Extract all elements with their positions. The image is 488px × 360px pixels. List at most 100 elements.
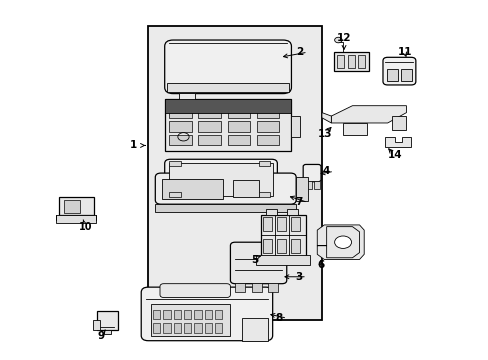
- Bar: [391, 116, 406, 130]
- Bar: [164, 99, 291, 150]
- Polygon shape: [385, 137, 410, 147]
- Bar: [256, 255, 309, 265]
- Bar: [276, 217, 285, 231]
- Bar: [97, 311, 118, 330]
- Polygon shape: [317, 225, 364, 260]
- Bar: [286, 210, 298, 215]
- Bar: [173, 323, 181, 333]
- Text: 2: 2: [295, 47, 303, 57]
- Bar: [163, 310, 170, 319]
- Bar: [169, 135, 191, 145]
- FancyBboxPatch shape: [303, 165, 320, 182]
- Bar: [227, 107, 250, 118]
- FancyBboxPatch shape: [164, 159, 277, 199]
- Bar: [194, 310, 202, 319]
- Bar: [305, 181, 311, 189]
- Bar: [215, 323, 222, 333]
- Bar: [198, 135, 221, 145]
- Bar: [337, 55, 344, 68]
- Bar: [227, 135, 250, 145]
- Text: 9: 9: [98, 331, 104, 341]
- Bar: [153, 323, 160, 333]
- Bar: [290, 239, 300, 253]
- Bar: [163, 323, 170, 333]
- Bar: [258, 193, 270, 197]
- Text: 13: 13: [317, 129, 332, 139]
- Bar: [56, 215, 96, 223]
- Bar: [357, 55, 365, 68]
- Bar: [173, 310, 181, 319]
- Bar: [93, 320, 100, 330]
- Bar: [256, 121, 279, 132]
- FancyBboxPatch shape: [160, 284, 230, 297]
- Text: 10: 10: [79, 222, 92, 231]
- Bar: [296, 176, 307, 201]
- Bar: [267, 283, 278, 292]
- Bar: [291, 116, 299, 137]
- Text: 5: 5: [251, 255, 258, 265]
- Text: 4: 4: [322, 166, 329, 176]
- Bar: [63, 200, 80, 213]
- FancyBboxPatch shape: [141, 287, 272, 341]
- Bar: [261, 215, 305, 256]
- Bar: [314, 181, 320, 189]
- Bar: [215, 310, 222, 319]
- Bar: [179, 93, 195, 100]
- Bar: [167, 83, 288, 92]
- Circle shape: [334, 37, 342, 43]
- Bar: [169, 161, 181, 166]
- Bar: [276, 239, 285, 253]
- Bar: [169, 193, 181, 197]
- Polygon shape: [321, 113, 331, 123]
- Bar: [251, 283, 262, 292]
- Bar: [242, 318, 267, 341]
- Bar: [183, 323, 191, 333]
- Bar: [262, 217, 272, 231]
- Bar: [204, 310, 212, 319]
- Polygon shape: [343, 123, 366, 135]
- Bar: [169, 121, 191, 132]
- Bar: [235, 283, 245, 292]
- Bar: [59, 197, 94, 215]
- Bar: [164, 99, 291, 113]
- FancyBboxPatch shape: [155, 173, 296, 204]
- Polygon shape: [331, 106, 406, 123]
- Text: 12: 12: [336, 33, 350, 43]
- Text: 7: 7: [295, 198, 303, 207]
- Bar: [150, 305, 230, 336]
- Bar: [400, 69, 411, 81]
- Bar: [198, 121, 221, 132]
- Bar: [153, 310, 160, 319]
- FancyBboxPatch shape: [382, 57, 415, 85]
- Bar: [290, 217, 300, 231]
- Bar: [194, 323, 202, 333]
- Bar: [258, 161, 270, 166]
- Bar: [333, 52, 368, 71]
- Text: 6: 6: [317, 260, 324, 270]
- FancyBboxPatch shape: [164, 40, 291, 94]
- Bar: [183, 310, 191, 319]
- Bar: [148, 26, 321, 320]
- Bar: [232, 180, 258, 197]
- Bar: [103, 330, 110, 334]
- Bar: [198, 107, 221, 118]
- Bar: [204, 323, 212, 333]
- Circle shape: [334, 236, 351, 248]
- Bar: [256, 107, 279, 118]
- Bar: [162, 179, 223, 199]
- Bar: [265, 210, 277, 215]
- Bar: [169, 163, 272, 195]
- Bar: [227, 121, 250, 132]
- Bar: [347, 55, 354, 68]
- Text: 3: 3: [294, 272, 302, 282]
- Text: 8: 8: [275, 313, 282, 323]
- FancyBboxPatch shape: [230, 242, 286, 284]
- Bar: [386, 69, 397, 81]
- Text: 1: 1: [130, 140, 137, 150]
- Text: 14: 14: [386, 150, 401, 160]
- Bar: [256, 135, 279, 145]
- Bar: [155, 203, 296, 212]
- Bar: [262, 239, 272, 253]
- Text: 11: 11: [397, 47, 412, 57]
- Bar: [169, 107, 191, 118]
